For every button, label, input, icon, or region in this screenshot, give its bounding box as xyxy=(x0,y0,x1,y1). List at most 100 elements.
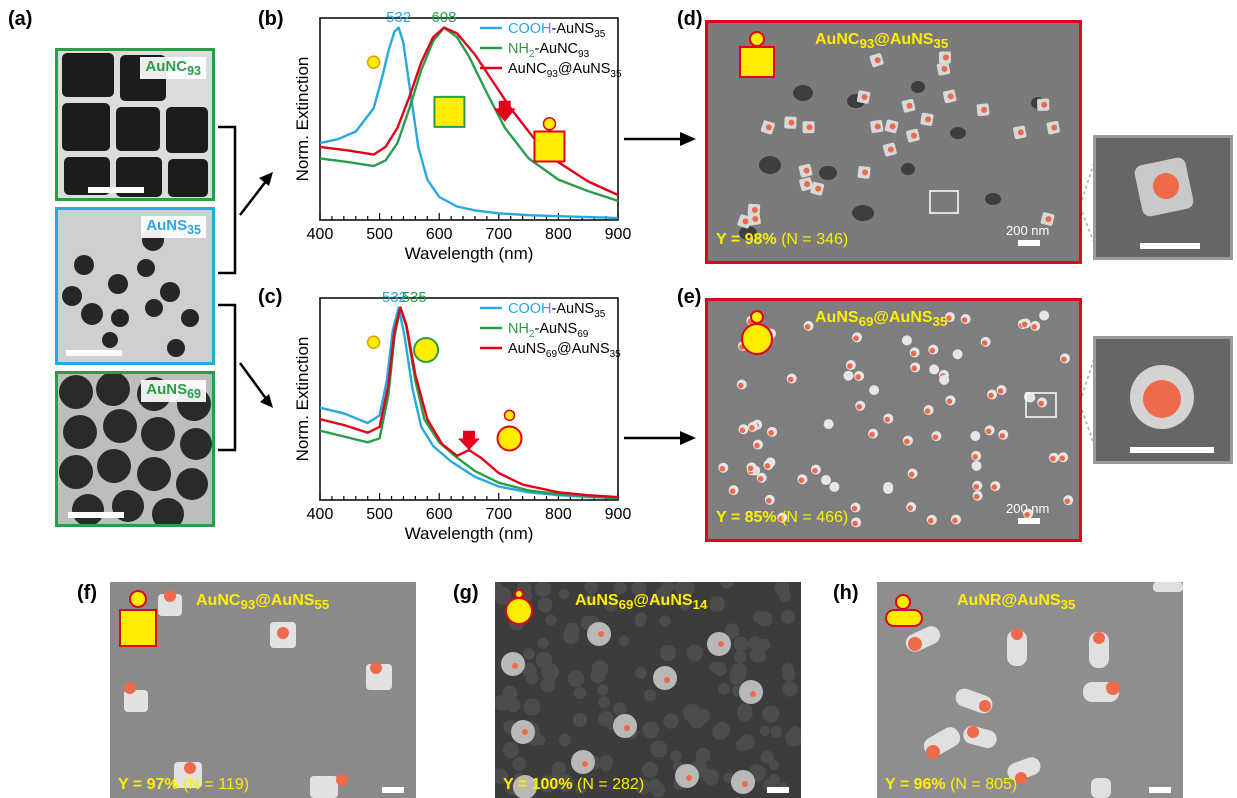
background-grain xyxy=(591,660,609,678)
large-sphere-icon xyxy=(413,336,440,363)
background-grain xyxy=(558,588,570,600)
satellite-dot xyxy=(988,392,994,399)
x-tick-label: 900 xyxy=(605,226,632,243)
sem-image-g: AuNS69@AuNS14 Y = 100% (N = 282) xyxy=(495,582,801,798)
background-grain xyxy=(731,663,747,679)
hybrid-sphere-icon xyxy=(542,117,557,131)
background-grain xyxy=(680,601,690,611)
satellite-dot xyxy=(887,146,894,153)
background-grain xyxy=(650,782,666,798)
nanosphere-particle xyxy=(843,370,854,381)
sem-title-g: AuNS69@AuNS14 xyxy=(575,592,708,613)
background-grain xyxy=(782,681,798,697)
satellite-dot xyxy=(1017,129,1024,136)
satellite-dot xyxy=(874,57,881,64)
satellite-dot xyxy=(999,432,1006,439)
panel-label-d: (d) xyxy=(677,8,703,30)
background-grain xyxy=(521,662,537,678)
background-grain xyxy=(634,616,646,628)
background-grain xyxy=(712,724,728,740)
satellite-dot xyxy=(729,488,736,494)
satellite-dot xyxy=(737,382,744,389)
tem-image-aunc93: AuNC93 xyxy=(55,48,215,201)
tem-image-auns35: AuNS35 xyxy=(55,207,215,365)
background-grain xyxy=(495,694,511,712)
satellite-dot xyxy=(924,408,931,414)
chart-b: 400 500 600 700 800 900 Wavelength (nm) Norm. E… xyxy=(293,10,632,263)
background-grain xyxy=(781,610,795,624)
nanosphere-particle xyxy=(971,460,982,471)
satellite-dot xyxy=(973,483,980,490)
arrow-to-d xyxy=(624,132,696,146)
background-grain xyxy=(737,706,753,722)
satellite-dot xyxy=(908,471,915,478)
x-tick-label: 500 xyxy=(366,506,393,523)
background-grain xyxy=(641,761,659,779)
scale-bar-f xyxy=(382,787,404,793)
background-grain xyxy=(718,683,730,695)
tem-label-auns69: AuNS69 xyxy=(141,380,206,402)
background-grain xyxy=(584,582,598,594)
background-grain xyxy=(709,596,725,612)
satellite-dot xyxy=(874,123,881,130)
background-grain xyxy=(540,677,556,693)
background-grain xyxy=(534,734,546,746)
sem-yield-g: Y = 100% (N = 282) xyxy=(503,776,645,793)
nanosphere-particle xyxy=(869,385,880,396)
cube-icon xyxy=(433,95,466,128)
rod-sphere-icon xyxy=(885,594,923,627)
sem-texture-h xyxy=(877,582,1183,798)
background-grain xyxy=(613,582,627,595)
satellite-dot xyxy=(910,350,917,357)
background-grain xyxy=(750,647,766,663)
satellite-dot xyxy=(803,167,810,174)
sem-yield-h: Y = 96% (N = 805) xyxy=(885,776,1018,793)
scale-label-e: 200 nm xyxy=(1006,501,1050,516)
satellite-dot xyxy=(985,428,992,435)
background-grain xyxy=(739,734,755,750)
peak-label: 608 xyxy=(431,10,456,26)
background-grain xyxy=(631,582,647,597)
satellite-dot xyxy=(754,442,760,449)
satellite-dot xyxy=(1041,101,1048,108)
background-grain xyxy=(643,688,657,702)
hybrid-cube-icon xyxy=(533,130,566,163)
satellite-dot xyxy=(765,497,772,504)
panel-label-h: (h) xyxy=(833,582,859,604)
satellite-dot xyxy=(869,431,875,438)
x-tick-label: 700 xyxy=(485,226,512,243)
sphere-sphere-icon xyxy=(505,589,533,625)
satellite-dot xyxy=(751,206,758,213)
background-grain xyxy=(598,696,610,708)
panel-label-c: (c) xyxy=(258,286,283,308)
satellite-dot xyxy=(1050,455,1056,462)
satellite-dot xyxy=(947,93,954,100)
background-grain xyxy=(670,750,682,762)
plot-frame xyxy=(319,297,619,501)
satellite-dot xyxy=(941,65,948,72)
x-tick-label: 800 xyxy=(545,226,572,243)
background-grain xyxy=(683,704,701,722)
satellite-dot xyxy=(742,218,749,225)
bracket-arrows xyxy=(218,125,273,452)
inset-scale-bar-d xyxy=(1140,243,1200,249)
satellite-dot xyxy=(815,185,822,192)
satellite-dot xyxy=(981,106,988,113)
background-grain xyxy=(733,636,749,652)
satellite-dot xyxy=(804,181,811,188)
legend-entry: NH2-AuNS69 xyxy=(508,321,589,340)
satellite-dot xyxy=(946,315,952,321)
legend-entry: AuNS69@AuNS35 xyxy=(508,341,621,360)
nanosphere-particle xyxy=(820,475,831,486)
sem-yield-f: Y = 97% (N = 119) xyxy=(118,776,250,793)
sem-image-d: AuNC93@AuNS35 Y = 98% (N = 346) 200 nm xyxy=(705,20,1082,264)
y-axis-label: Norm. Extinction xyxy=(293,57,312,182)
satellite-dot xyxy=(757,475,764,482)
sphere-icon xyxy=(366,335,381,349)
hybrid-sphere-small-icon xyxy=(503,409,516,422)
background-grain xyxy=(709,661,721,673)
cube-sphere-icon xyxy=(739,31,775,78)
panel-label-e: (e) xyxy=(677,286,702,308)
sem-yield-d: Y = 98% (N = 346) xyxy=(716,231,849,248)
x-axis-label: Wavelength (nm) xyxy=(405,244,534,263)
